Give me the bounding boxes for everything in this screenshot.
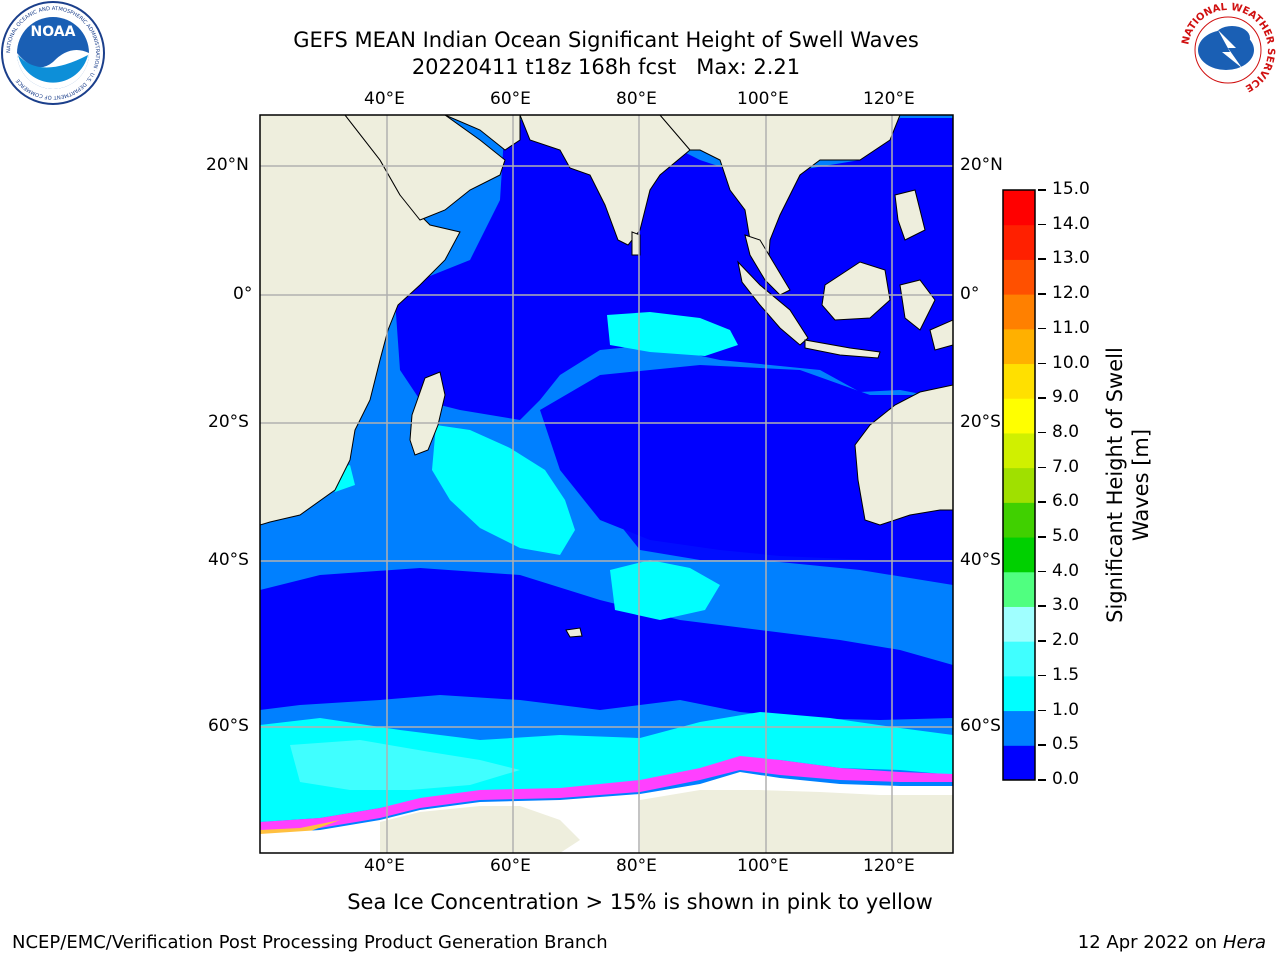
- colorbar-swatch: [1003, 328, 1035, 365]
- lon-tick-bottom: 100°E: [737, 856, 789, 876]
- lat-tick-right: 60°S: [960, 716, 1001, 736]
- footer-machine: Hera: [1222, 932, 1266, 953]
- colorbar-tick-label: 4.0: [1052, 560, 1080, 581]
- colorbar-tick-mark: [1038, 709, 1046, 712]
- colorbar-tick-label: 5.0: [1052, 526, 1080, 547]
- colorbar-tick-mark: [1038, 536, 1046, 538]
- lon-tick-top: 80°E: [616, 89, 657, 109]
- colorbar-tick-mark: [1038, 570, 1046, 573]
- lon-tick-top: 60°E: [490, 89, 531, 109]
- colorbar-tick-mark: [1038, 605, 1046, 607]
- colorbar-tick-label: 11.0: [1052, 317, 1090, 338]
- sea-ice-edge: [260, 756, 953, 832]
- lon-tick-bottom: 60°E: [490, 856, 531, 876]
- colorbar-tick-label: 6.0: [1052, 491, 1080, 512]
- lat-tick-left: 20°S: [208, 412, 249, 432]
- colorbar-tick-mark: [1038, 293, 1046, 295]
- colorbar-tick-mark: [1038, 258, 1046, 260]
- lat-tick-left: 40°S: [208, 550, 249, 570]
- colorbar-tick-mark: [1038, 674, 1046, 677]
- colorbar-swatch: [1003, 259, 1035, 295]
- colorbar: [1002, 189, 1036, 781]
- footer-date: 12 Apr 2022 on Hera: [1077, 932, 1266, 953]
- colorbar-tick-mark: [1038, 327, 1046, 330]
- australia-land: [854, 384, 953, 526]
- colorbar-tick-mark: [1038, 397, 1046, 399]
- chart-subtitle: 20220411 t18z 168h fcst Max: 2.21: [411, 55, 801, 79]
- lat-tick-left: 20°N: [206, 155, 249, 175]
- colorbar-tick-label: 2.0: [1052, 630, 1080, 651]
- lon-tick-top: 120°E: [863, 89, 915, 109]
- colorbar-tick-mark: [1038, 223, 1046, 226]
- sea-ice-note: Sea Ice Concentration > 15% is shown in …: [347, 890, 933, 914]
- lon-tick-top: 100°E: [737, 89, 789, 109]
- colorbar-swatch: [1003, 224, 1035, 260]
- map-frame: [259, 114, 954, 854]
- colorbar-swatch: [1003, 363, 1035, 399]
- colorbar-tick-label: 13.0: [1052, 248, 1090, 269]
- colorbar-tick-label: 0.0: [1052, 769, 1080, 789]
- colorbar-swatch: [1003, 571, 1035, 607]
- borneo-land: [821, 261, 891, 321]
- colorbar-tick-mark: [1038, 501, 1046, 503]
- colorbar-tick-mark: [1038, 744, 1046, 746]
- arabia-land: [344, 115, 506, 221]
- colorbar-swatch: [1003, 641, 1035, 677]
- colorbar-swatch: [1003, 467, 1035, 503]
- colorbar-label: Significant Height of Swell Waves [m]: [1103, 347, 1153, 623]
- lon-tick-top: 40°E: [364, 89, 405, 109]
- colorbar-swatch: [1003, 745, 1035, 781]
- swell-band-southern: [260, 712, 953, 822]
- lat-tick-right: 20°N: [960, 155, 1003, 175]
- noaa-logo-text: NOAA: [31, 24, 76, 40]
- chart-title: GEFS MEAN Indian Ocean Significant Heigh…: [293, 28, 919, 52]
- colorbar-tick-label: 15.0: [1052, 179, 1090, 199]
- sumatra-land: [737, 260, 809, 346]
- colorbar-swatch: [1003, 606, 1035, 642]
- colorbar-tick-mark: [1038, 779, 1046, 781]
- colorbar-tick-mark: [1038, 362, 1046, 365]
- swell-patch-south-central: [610, 560, 720, 620]
- lat-tick-right: 20°S: [960, 412, 1001, 432]
- colorbar-swatch: [1003, 294, 1035, 330]
- swell-patch-southwest: [432, 425, 575, 555]
- colorbar-swatch: [1003, 190, 1035, 226]
- colorbar-tick-mark: [1038, 466, 1046, 469]
- colorbar-swatch: [1003, 537, 1035, 573]
- colorbar-swatch: [1003, 710, 1035, 746]
- colorbar-tick-mark: [1038, 431, 1046, 434]
- colorbar-swatch: [1003, 432, 1035, 469]
- colorbar-swatch: [1003, 398, 1035, 434]
- antarctica-land: [380, 790, 953, 853]
- colorbar-tick-label: 7.0: [1052, 456, 1080, 477]
- lon-tick-bottom: 80°E: [616, 856, 657, 876]
- lat-tick-left: 0°: [233, 284, 253, 304]
- colorbar-swatch: [1003, 675, 1035, 712]
- graticule: [260, 115, 953, 853]
- india-land: [519, 115, 691, 246]
- lat-tick-right: 40°S: [960, 550, 1001, 570]
- colorbar-tick-label: 3.0: [1052, 595, 1080, 616]
- colorbar-tick-label: 9.0: [1052, 387, 1080, 408]
- noaa-logo-icon: NOAA NATIONAL OCEANIC AND ATMOSPHERIC AD…: [1, 1, 105, 105]
- colorbar-tick-label: 1.0: [1052, 699, 1080, 720]
- lon-tick-bottom: 40°E: [364, 856, 405, 876]
- colorbar-tick-label: 0.5: [1052, 734, 1080, 755]
- colorbar-tick-mark: [1038, 189, 1046, 191]
- colorbar-tick-mark: [1038, 640, 1046, 642]
- lat-tick-left: 60°S: [208, 716, 249, 736]
- colorbar-tick-label: 1.5: [1052, 664, 1080, 685]
- lon-tick-bottom: 120°E: [863, 856, 915, 876]
- lat-tick-right: 0°: [960, 284, 980, 304]
- colorbar-tick-label: 10.0: [1052, 352, 1090, 373]
- low-swell-south: [260, 568, 953, 720]
- colorbar-tick-label: 14.0: [1052, 213, 1090, 234]
- nws-logo-icon: NATIONAL WEATHER SERVICE: [1180, 2, 1276, 98]
- footer-credit: NCEP/EMC/Verification Post Processing Pr…: [12, 932, 608, 953]
- colorbar-swatch: [1003, 502, 1035, 538]
- colorbar-tick-label: 8.0: [1052, 421, 1080, 442]
- colorbar-tick-label: 12.0: [1052, 283, 1090, 304]
